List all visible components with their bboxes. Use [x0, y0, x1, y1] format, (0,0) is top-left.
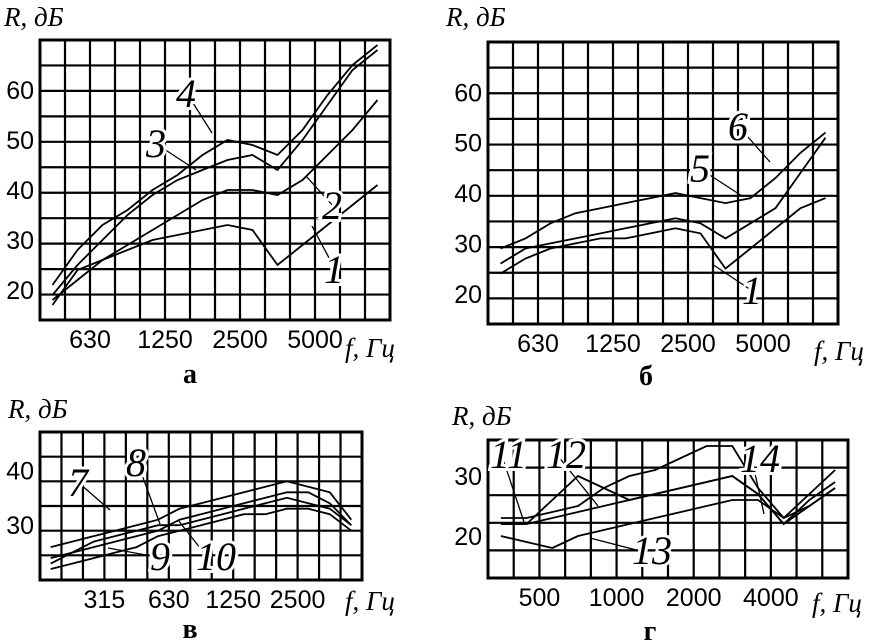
series-line-10	[50, 496, 352, 565]
plot-frame	[38, 38, 392, 322]
x-axis-label: f, Гц	[812, 588, 862, 618]
series-leader-6	[739, 127, 771, 163]
series-leader-8	[137, 463, 161, 525]
series-line-3	[51, 49, 379, 296]
series-leader-5	[701, 169, 743, 197]
x-tick-label: 1250	[585, 330, 641, 358]
y-tick-label: 50	[454, 130, 482, 158]
y-tick-label: 30	[454, 463, 482, 491]
series-line-7	[50, 491, 352, 559]
series-line-2	[51, 99, 379, 301]
x-tick-label: 2500	[270, 586, 326, 614]
series-leader-11	[501, 455, 525, 523]
panel-label: г	[644, 616, 657, 643]
x-tick-label: 2500	[212, 326, 268, 354]
series-leader-1	[711, 263, 755, 293]
y-axis-label: R, дБ	[3, 2, 64, 32]
series-label-7: 7	[68, 460, 90, 505]
series-label-1: 1	[742, 268, 762, 313]
series-leader-12	[557, 455, 599, 507]
x-tick-label: 1000	[589, 584, 645, 612]
x-tick-label: 4000	[743, 584, 799, 612]
plot-frame	[486, 40, 840, 326]
series-line-1	[500, 197, 826, 275]
x-axis-label: f, Гц	[345, 586, 395, 616]
series-leader-4	[187, 94, 213, 134]
series-line-4	[51, 44, 379, 286]
series-label-8: 8	[126, 440, 146, 485]
series-line-14	[500, 475, 836, 526]
series-label-11: 11	[490, 432, 527, 477]
y-tick-label: 40	[6, 177, 34, 205]
y-tick-label: 30	[454, 230, 482, 258]
x-tick-label: 500	[519, 584, 561, 612]
series-line-9	[50, 507, 352, 570]
x-tick-label: 2500	[660, 330, 716, 358]
x-tick-label: 315	[84, 586, 126, 614]
series-leader-14	[751, 459, 765, 515]
series-line-13	[500, 487, 836, 549]
chart-panel-2: 20 30 40 50 60 630 1250 2500 5000 R, дБ f, Гц б 1 56	[445, 2, 864, 392]
x-axis-label: f, Гц	[345, 333, 395, 363]
series-leader-13	[589, 537, 645, 553]
panel-label: в	[182, 614, 197, 643]
chart-panel-1: 20 30 40 50 60 630 1250 2500 5000 R, дБ f, Гц а 1 2 34	[3, 2, 395, 390]
plot-frame	[486, 438, 850, 580]
series-leader-9	[107, 547, 163, 559]
series-label-9: 9	[150, 534, 170, 579]
series-line-6	[500, 131, 827, 250]
series-leader-7	[79, 483, 111, 511]
series-label-12: 12	[546, 432, 586, 477]
series-label-4: 4	[176, 71, 196, 116]
y-tick-label: 20	[454, 523, 482, 551]
y-tick-label: 20	[6, 277, 34, 305]
series-leader-2	[305, 175, 335, 208]
y-tick-label: 60	[6, 77, 34, 105]
panel-label: б	[639, 361, 653, 392]
chart-panel-3: 30 40 315 630 1250 2500 R, дБ f, Гц в 7 8 9 10	[6, 394, 395, 643]
series-label-10: 10	[196, 534, 236, 579]
series-label-5: 5	[690, 146, 710, 191]
y-tick-label: 20	[454, 281, 482, 309]
panel-label: а	[183, 359, 197, 390]
x-tick-label: 1250	[205, 586, 261, 614]
series-line-5	[500, 137, 827, 265]
x-tick-label: 1250	[137, 326, 193, 354]
y-axis-label: R, дБ	[445, 2, 506, 32]
x-tick-label: 5000	[287, 326, 343, 354]
series-label-3: 3	[145, 121, 166, 166]
x-tick-label: 630	[69, 326, 111, 354]
plot-frame	[38, 430, 364, 582]
series-label-1: 1	[324, 247, 344, 292]
series-leader-3	[157, 144, 197, 171]
x-tick-label: 630	[148, 586, 190, 614]
series-label-2: 2	[322, 183, 342, 228]
x-axis-label: f, Гц	[814, 336, 864, 366]
y-tick-label: 50	[6, 127, 34, 155]
y-tick-label: 60	[454, 79, 482, 107]
y-axis-label: R, дБ	[7, 394, 68, 424]
y-tick-label: 40	[454, 180, 482, 208]
x-tick-label: 2000	[666, 584, 722, 612]
y-axis-label: R, дБ	[451, 401, 512, 431]
series-line-8	[50, 480, 353, 548]
y-tick-label: 30	[6, 227, 34, 255]
series-leader-10	[177, 519, 209, 559]
series-line-11	[500, 445, 836, 520]
series-label-13: 13	[632, 528, 672, 573]
series-label-14: 14	[740, 436, 780, 481]
series-label-6: 6	[728, 104, 748, 149]
x-tick-label: 630	[517, 330, 559, 358]
chart-panel-4: 20 30 500 1000 2000 4000 R, дБ f, Гц г 11 12 13 14	[451, 401, 862, 643]
y-tick-label: 40	[6, 457, 34, 485]
series-leader-1	[311, 225, 337, 272]
y-tick-label: 30	[6, 512, 34, 540]
x-tick-label: 5000	[735, 330, 791, 358]
